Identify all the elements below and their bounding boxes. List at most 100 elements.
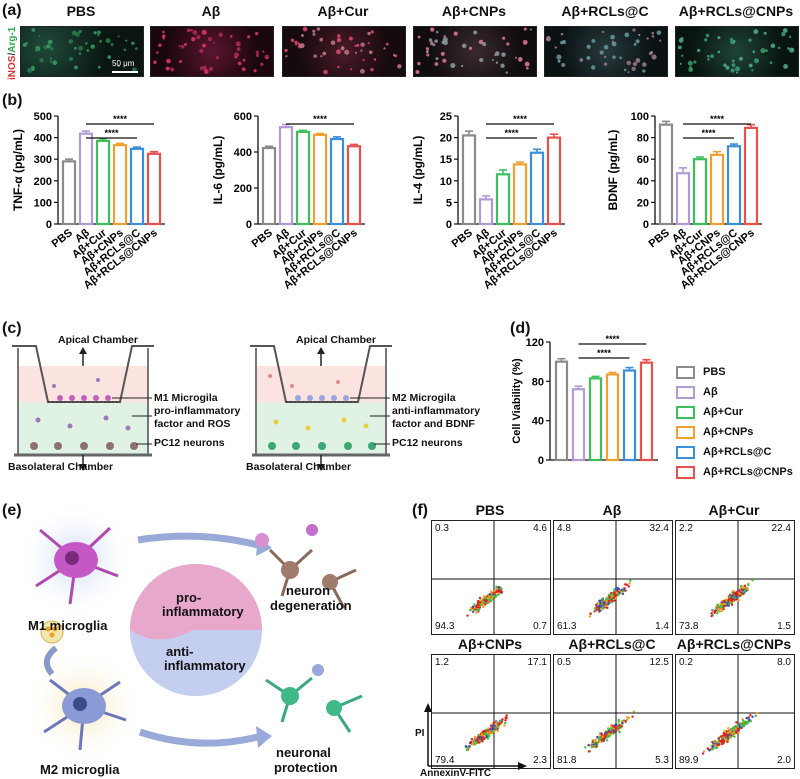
y-axis-label: TNF-α (pg/mL) bbox=[11, 129, 25, 211]
event-dot bbox=[482, 604, 485, 607]
event-dot bbox=[600, 740, 603, 744]
event-dot bbox=[751, 578, 754, 582]
event-dot bbox=[478, 735, 481, 739]
cell-dot bbox=[50, 46, 54, 51]
flow-xlabel: AnnexinV-FITC bbox=[420, 768, 492, 779]
event-dot bbox=[627, 585, 631, 588]
cell-dot bbox=[78, 30, 82, 34]
event-dot bbox=[719, 735, 722, 738]
event-dot bbox=[614, 723, 617, 727]
y-tick-label: 100 bbox=[34, 197, 52, 209]
category-label: PBS bbox=[647, 227, 672, 250]
y-tick-label: 0 bbox=[246, 219, 252, 231]
event-dot bbox=[612, 732, 615, 735]
event-dot bbox=[614, 593, 617, 597]
event-dot bbox=[601, 738, 604, 742]
bar bbox=[658, 123, 674, 226]
event-dot bbox=[497, 722, 501, 726]
event-dot bbox=[598, 599, 602, 602]
cell-dot bbox=[642, 62, 647, 67]
cell-dot bbox=[86, 49, 90, 52]
event-dot bbox=[625, 718, 629, 721]
event-dot bbox=[719, 739, 722, 743]
bar bbox=[588, 377, 603, 462]
event-dot bbox=[616, 726, 620, 729]
event-dot bbox=[600, 602, 604, 605]
significance-label: **** bbox=[113, 114, 128, 124]
event-dot bbox=[710, 612, 713, 615]
event-dot bbox=[601, 605, 604, 609]
cell-dot bbox=[229, 35, 233, 38]
event-dot bbox=[475, 611, 478, 614]
cell-dot bbox=[165, 66, 170, 71]
event-dot bbox=[475, 739, 478, 742]
bar bbox=[639, 361, 654, 462]
event-dot bbox=[607, 602, 610, 605]
event-dot bbox=[490, 598, 494, 601]
event-dot bbox=[714, 740, 718, 744]
cell-dot bbox=[322, 51, 327, 56]
event-dot bbox=[741, 589, 745, 592]
legend-label: Aβ+CNPs bbox=[703, 426, 754, 438]
significance-label: **** bbox=[104, 128, 119, 138]
event-dot bbox=[488, 593, 491, 596]
micrograph-pbs bbox=[20, 26, 144, 77]
panel-label-f: (f) bbox=[412, 502, 428, 519]
cell-dot bbox=[561, 40, 567, 45]
event-dot bbox=[500, 587, 503, 591]
bar bbox=[478, 198, 494, 226]
cell-dot bbox=[506, 42, 510, 46]
cell-dot bbox=[39, 57, 44, 63]
event-dot bbox=[483, 734, 486, 738]
event-dot bbox=[587, 743, 590, 747]
event-dot bbox=[725, 600, 728, 603]
cell-dot bbox=[190, 29, 193, 32]
event-dot bbox=[498, 586, 501, 589]
cell-dot bbox=[517, 57, 523, 62]
left-apical-label: Apical Chamber bbox=[58, 334, 138, 346]
cell-dot bbox=[783, 63, 789, 69]
right-factor2: factor and BDNF bbox=[392, 418, 475, 430]
event-dot bbox=[595, 745, 598, 748]
cell-dot bbox=[300, 33, 304, 37]
cell-dot bbox=[440, 51, 445, 56]
cell-dot bbox=[49, 57, 53, 60]
event-dot bbox=[605, 597, 608, 601]
cell-dot bbox=[754, 58, 759, 64]
legend-swatch bbox=[676, 365, 695, 379]
bar bbox=[346, 145, 362, 226]
cell-dot bbox=[132, 67, 137, 73]
event-dot bbox=[600, 733, 603, 736]
panel-label-a: (a) bbox=[2, 2, 22, 19]
event-dot bbox=[618, 724, 621, 728]
event-dot bbox=[614, 728, 617, 731]
cell-dot bbox=[337, 65, 340, 69]
event-dot bbox=[747, 716, 751, 719]
event-dot bbox=[722, 605, 725, 608]
event-dot bbox=[494, 726, 497, 729]
cell-dot bbox=[356, 43, 360, 47]
cell-dot bbox=[428, 38, 433, 42]
cell-dot bbox=[99, 40, 102, 43]
event-dot bbox=[746, 587, 749, 591]
event-dot bbox=[617, 593, 620, 596]
event-dot bbox=[479, 731, 483, 734]
event-dot bbox=[504, 721, 507, 725]
cell-dot bbox=[710, 54, 714, 59]
cell-dot bbox=[435, 57, 439, 61]
event-dot bbox=[495, 585, 498, 588]
cell-dot bbox=[162, 30, 165, 34]
event-dot bbox=[470, 738, 474, 741]
event-dot bbox=[484, 598, 487, 602]
micro-title-cnps: Aβ+CNPs bbox=[441, 3, 507, 19]
event-dot bbox=[743, 720, 746, 723]
significance-label: **** bbox=[710, 114, 725, 124]
y-tick-label: 20 bbox=[637, 197, 649, 209]
legend-swatch bbox=[676, 445, 695, 459]
m1-label: M1 microglia bbox=[28, 618, 108, 633]
cell-dot bbox=[117, 64, 120, 68]
event-dot bbox=[478, 596, 482, 600]
cell-dot bbox=[752, 50, 756, 54]
event-dot bbox=[624, 583, 627, 586]
